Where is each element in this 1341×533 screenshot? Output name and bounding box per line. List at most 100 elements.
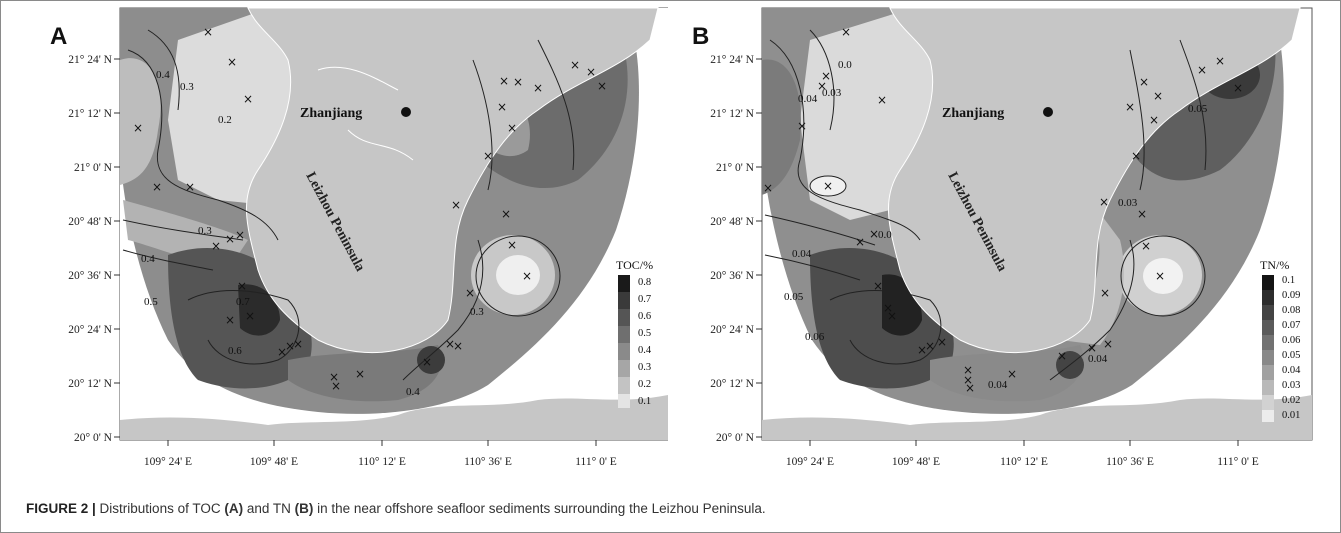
svg-text:×: × <box>422 355 432 369</box>
svg-text:×: × <box>245 309 255 323</box>
legend-values-b: 0.1 0.09 0.08 0.07 0.06 0.05 0.04 0.03 0… <box>1282 275 1301 421</box>
legend-value: 0.6 <box>638 311 651 322</box>
legend-value: 0.2 <box>638 379 651 390</box>
svg-text:×: × <box>841 25 851 39</box>
lat-tick: 20° 36' N <box>710 270 754 282</box>
lat-tick: 20° 12' N <box>68 378 112 390</box>
svg-text:×: × <box>1103 337 1113 351</box>
contour-label: 0.04 <box>1088 353 1108 365</box>
svg-text:×: × <box>1137 207 1147 221</box>
contour-label: 0.3 <box>180 81 194 93</box>
lon-ticks-a: 109° 24' E 109° 48' E 110° 12' E 110° 36… <box>144 456 617 468</box>
svg-text:×: × <box>965 381 975 395</box>
contour-label: 0.04 <box>792 248 812 260</box>
contour-label: 0.3 <box>198 225 212 237</box>
svg-text:×: × <box>329 370 339 384</box>
legend-value: 0.04 <box>1282 365 1301 376</box>
svg-text:×: × <box>937 335 947 349</box>
svg-text:×: × <box>285 339 295 353</box>
city-marker <box>1043 107 1053 117</box>
svg-text:×: × <box>235 228 245 242</box>
figure-caption: FIGURE 2 | Distributions of TOC (A) and … <box>26 501 766 516</box>
svg-text:×: × <box>355 367 365 381</box>
svg-text:×: × <box>1057 349 1067 363</box>
legend-value: 0.09 <box>1282 290 1300 301</box>
contour-label: 0.4 <box>156 69 170 81</box>
city-marker <box>401 107 411 117</box>
legend-title: TOC/% <box>616 258 653 272</box>
city-label: Zhanjiang <box>942 106 1004 121</box>
svg-text:×: × <box>821 69 831 83</box>
svg-text:×: × <box>453 339 463 353</box>
svg-text:×: × <box>1149 113 1159 127</box>
svg-text:×: × <box>522 269 532 283</box>
lat-tick: 20° 0' N <box>74 432 113 444</box>
svg-text:×: × <box>869 227 879 241</box>
svg-text:×: × <box>507 238 517 252</box>
contour-labels-a: 0.4 0.3 0.2 0.3 0.4 0.5 0.6 0.7 0.4 0.3 <box>141 69 484 398</box>
svg-text:×: × <box>1100 286 1110 300</box>
svg-text:×: × <box>133 121 143 135</box>
contour-label: 0.04 <box>798 93 818 105</box>
svg-text:×: × <box>203 25 213 39</box>
svg-text:×: × <box>873 279 883 293</box>
contour-label: 0.6 <box>228 345 242 357</box>
svg-text:×: × <box>445 337 455 351</box>
caption-part: (A) <box>224 501 244 516</box>
svg-text:×: × <box>1125 100 1135 114</box>
svg-text:×: × <box>1153 89 1163 103</box>
contour-label: 0.5 <box>144 296 158 308</box>
svg-text:×: × <box>817 79 827 93</box>
svg-text:×: × <box>225 313 235 327</box>
contour-label: 0.4 <box>141 253 155 265</box>
lon-tick: 110° 12' E <box>358 456 406 468</box>
lon-tick: 110° 12' E <box>1000 456 1048 468</box>
legend-colorbar <box>1262 275 1274 422</box>
svg-text:×: × <box>211 239 221 253</box>
lon-tick: 111° 0' E <box>575 456 617 468</box>
panel-letter: A <box>50 23 67 50</box>
contour-label: 0.05 <box>784 291 804 303</box>
svg-text:×: × <box>513 75 523 89</box>
svg-text:×: × <box>152 180 162 194</box>
lat-tick: 21° 12' N <box>710 108 754 120</box>
svg-text:×: × <box>1007 367 1017 381</box>
contour-label: 0.03 <box>822 87 842 99</box>
lon-tick: 109° 24' E <box>786 456 834 468</box>
svg-text:×: × <box>1139 75 1149 89</box>
contour-label: 0.0 <box>838 59 852 71</box>
contour-label: 0.7 <box>236 296 250 308</box>
panel-b-tn-map: 21° 24' N 21° 12' N 21° 0' N 20° 48' N 2… <box>660 0 1330 470</box>
svg-text:×: × <box>570 58 580 72</box>
lat-tick: 20° 48' N <box>68 216 112 228</box>
lat-tick: 21° 0' N <box>716 162 755 174</box>
legend-value: 0.06 <box>1282 335 1300 346</box>
lon-tick: 109° 24' E <box>144 456 192 468</box>
svg-text:×: × <box>586 65 596 79</box>
svg-text:×: × <box>963 363 973 377</box>
svg-text:×: × <box>277 345 287 359</box>
svg-text:×: × <box>1099 195 1109 209</box>
svg-text:×: × <box>963 373 973 387</box>
lon-tick: 109° 48' E <box>250 456 298 468</box>
legend-value: 0.07 <box>1282 320 1300 331</box>
panel-a-toc-map: 21° 24' N 21° 12' N 21° 0' N 20° 48' N 2… <box>18 0 668 470</box>
svg-text:×: × <box>597 79 607 93</box>
legend-value: 0.08 <box>1282 305 1300 316</box>
contour-label: 0.04 <box>988 379 1008 391</box>
svg-text:×: × <box>797 119 807 133</box>
lat-tick: 20° 36' N <box>68 270 112 282</box>
peninsula-land <box>246 7 659 354</box>
legend-value: 0.5 <box>638 328 651 339</box>
contour-label: 0.2 <box>218 114 232 126</box>
svg-text:×: × <box>533 81 543 95</box>
svg-text:×: × <box>227 55 237 69</box>
svg-text:×: × <box>293 337 303 351</box>
lon-tick: 110° 36' E <box>1106 456 1154 468</box>
sample-markers: ××× ××× ××× ××× ××× ××× ××× ××× ××× ××× … <box>763 25 1243 395</box>
caption-part: and TN <box>243 501 295 516</box>
contour-label: 0.03 <box>1118 197 1138 209</box>
svg-text:×: × <box>465 286 475 300</box>
peninsula-land <box>888 7 1301 354</box>
caption-part: in the near offshore seafloor sediments … <box>313 501 766 516</box>
